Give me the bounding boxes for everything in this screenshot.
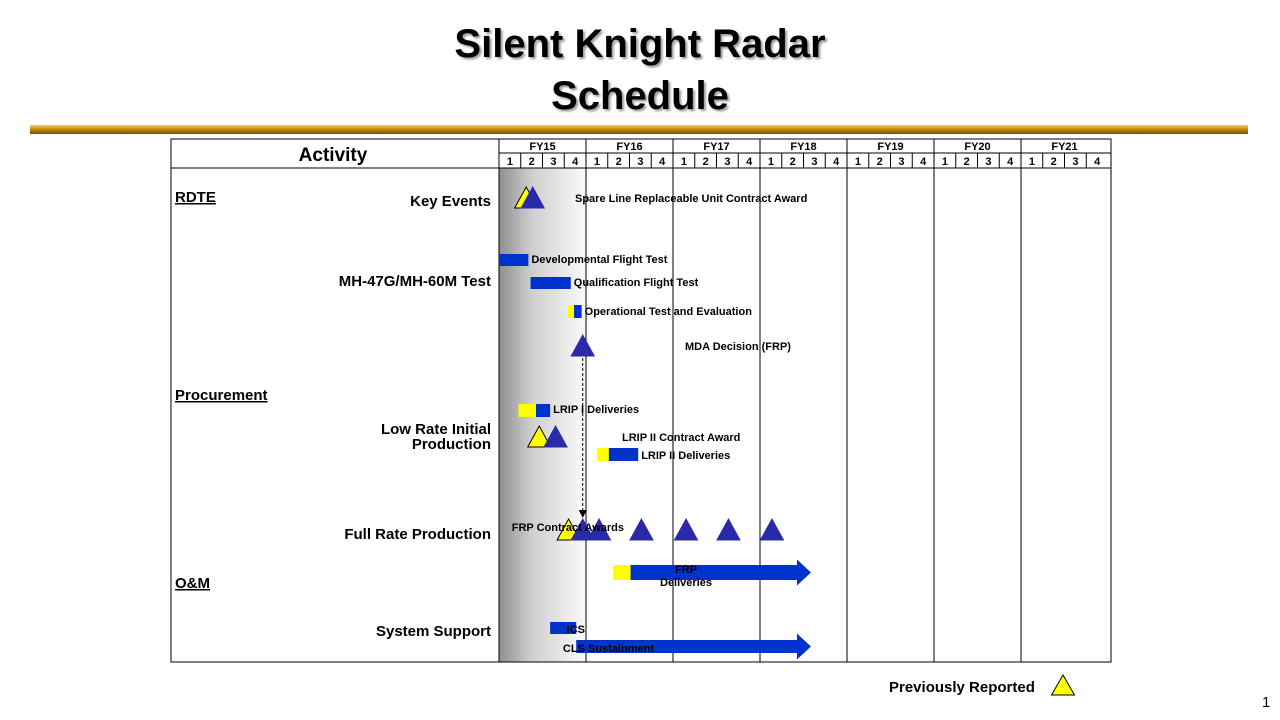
row-label: Low Rate Initial Production: [381, 421, 491, 453]
row-label: MH-47G/MH-60M Test: [339, 273, 491, 290]
milestone-triangle: [673, 517, 699, 541]
previously-reported-bar: [567, 305, 575, 318]
slide-title-line-2: Schedule: [551, 74, 729, 118]
chart-frame: [170, 138, 1112, 663]
quarter-label: 2: [790, 156, 796, 168]
bar-label: LRIP II Deliveries: [641, 450, 730, 462]
bar-label: Operational Test and Evaluation: [585, 306, 753, 318]
milestone-triangle: [520, 185, 546, 209]
quarter-label: 3: [637, 156, 643, 168]
legend-previously-reported-icon: [1050, 673, 1076, 696]
quarter-label: 4: [572, 156, 579, 168]
section-heading: RDTE: [175, 189, 216, 206]
quarter-label: 2: [703, 156, 709, 168]
fiscal-year-label: FY16: [616, 141, 642, 153]
fiscal-year-label: FY18: [790, 141, 816, 153]
schedule-bar: [574, 305, 582, 318]
quarter-label: 3: [985, 156, 991, 168]
quarter-label: 4: [833, 156, 840, 168]
milestone-label: MDA Decision (FRP): [685, 341, 791, 353]
fiscal-year-label: FY21: [1051, 141, 1077, 153]
row-label: System Support: [376, 623, 491, 640]
title-divider: [30, 125, 1248, 134]
page-number: 1: [1262, 694, 1271, 711]
previously-reported-milestone: [526, 424, 552, 448]
previously-reported-bar: [596, 448, 609, 461]
quarter-label: 3: [1072, 156, 1078, 168]
previously-reported-bar: [613, 565, 631, 580]
schedule-bar: [576, 640, 797, 653]
schedule-bar: [530, 277, 571, 289]
bar-arrowhead: [796, 633, 811, 660]
quarter-label: 3: [898, 156, 904, 168]
row-label: Key Events: [410, 193, 491, 210]
dependency-arrowhead: [578, 510, 587, 518]
milestone-triangle: [629, 517, 654, 541]
bar-arrowhead: [796, 559, 811, 586]
section-heading: Procurement: [175, 387, 268, 404]
bar-label: Developmental Flight Test: [531, 254, 667, 266]
slide-title-line-1: Silent Knight Radar: [454, 22, 826, 66]
milestone-triangle: [570, 517, 596, 541]
quarter-label: 2: [964, 156, 970, 168]
bar-label: FRP Deliveries: [660, 564, 712, 589]
quarter-label: 1: [594, 156, 600, 168]
fiscal-year-label: FY20: [964, 141, 990, 153]
quarter-label: 2: [529, 156, 535, 168]
schedule-bar: [535, 404, 551, 417]
quarter-label: 1: [768, 156, 774, 168]
quarter-label: 4: [920, 156, 927, 168]
legend-label: Previously Reported: [889, 679, 1035, 696]
schedule-bar: [630, 565, 797, 580]
quarter-label: 3: [550, 156, 556, 168]
activity-header: Activity: [299, 145, 368, 166]
quarter-label: 1: [942, 156, 948, 168]
milestone-triangle: [586, 517, 612, 541]
quarter-label: 4: [746, 156, 753, 168]
schedule-bar: [499, 254, 529, 266]
milestone-triangle: [570, 333, 596, 357]
milestone-triangle: [716, 517, 741, 541]
quarter-label: 1: [855, 156, 861, 168]
milestone-label: FRP Contract Awards: [512, 522, 624, 534]
fiscal-year-label: FY19: [877, 141, 903, 153]
quarter-label: 4: [1007, 156, 1014, 168]
milestone-triangle: [759, 517, 785, 541]
quarter-label: 1: [1029, 156, 1035, 168]
quarter-label: 2: [1051, 156, 1057, 168]
quarter-label: 2: [616, 156, 622, 168]
milestone-label: LRIP II Contract Award: [622, 432, 740, 444]
bar-label: LRIP I Deliveries: [553, 404, 639, 416]
milestone-triangle: [543, 424, 568, 448]
schedule-bar: [550, 622, 577, 634]
quarter-label: 4: [659, 156, 666, 168]
quarter-label: 3: [811, 156, 817, 168]
row-label: Full Rate Production: [344, 526, 491, 543]
bar-label: ICS: [567, 624, 585, 636]
previously-reported-bar: [518, 404, 536, 417]
milestone-label: Spare Line Replaceable Unit Contract Awa…: [575, 193, 807, 205]
section-heading: O&M: [175, 575, 210, 592]
quarter-label: 2: [877, 156, 883, 168]
quarter-label: 1: [507, 156, 513, 168]
bar-label: Qualification Flight Test: [574, 277, 699, 289]
fiscal-year-label: FY17: [703, 141, 729, 153]
quarter-label: 1: [681, 156, 687, 168]
fiscal-year-label: FY15: [529, 141, 555, 153]
schedule-bar: [608, 448, 639, 461]
bar-label: CLS Sustainment: [563, 643, 654, 655]
quarter-label: 3: [724, 156, 730, 168]
quarter-label: 4: [1094, 156, 1101, 168]
